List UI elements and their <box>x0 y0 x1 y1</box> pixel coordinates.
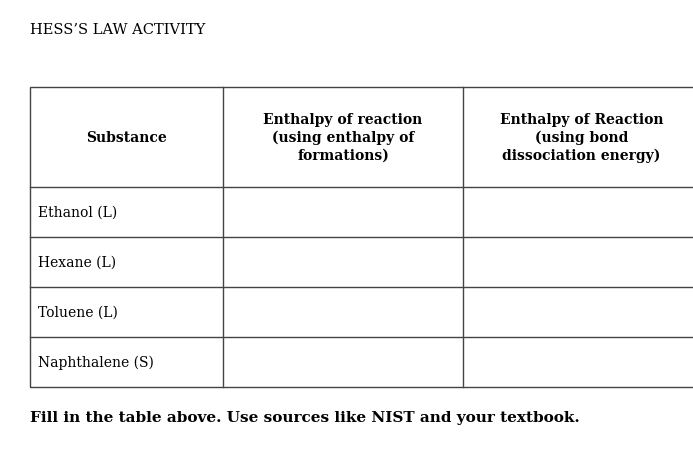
Text: Substance: Substance <box>86 131 167 144</box>
Text: Hexane (L): Hexane (L) <box>38 256 116 269</box>
Text: Naphthalene (S): Naphthalene (S) <box>38 355 154 369</box>
Text: Enthalpy of Reaction
(using bond
dissociation energy): Enthalpy of Reaction (using bond dissoci… <box>500 113 663 163</box>
Text: Toluene (L): Toluene (L) <box>38 305 118 319</box>
Text: Ethanol (L): Ethanol (L) <box>38 206 117 219</box>
Text: Enthalpy of reaction
(using enthalpy of
formations): Enthalpy of reaction (using enthalpy of … <box>263 113 423 163</box>
Text: HESS’S LAW ACTIVITY: HESS’S LAW ACTIVITY <box>30 23 205 37</box>
Text: Fill in the table above. Use sources like NIST and your textbook.: Fill in the table above. Use sources lik… <box>30 410 580 424</box>
